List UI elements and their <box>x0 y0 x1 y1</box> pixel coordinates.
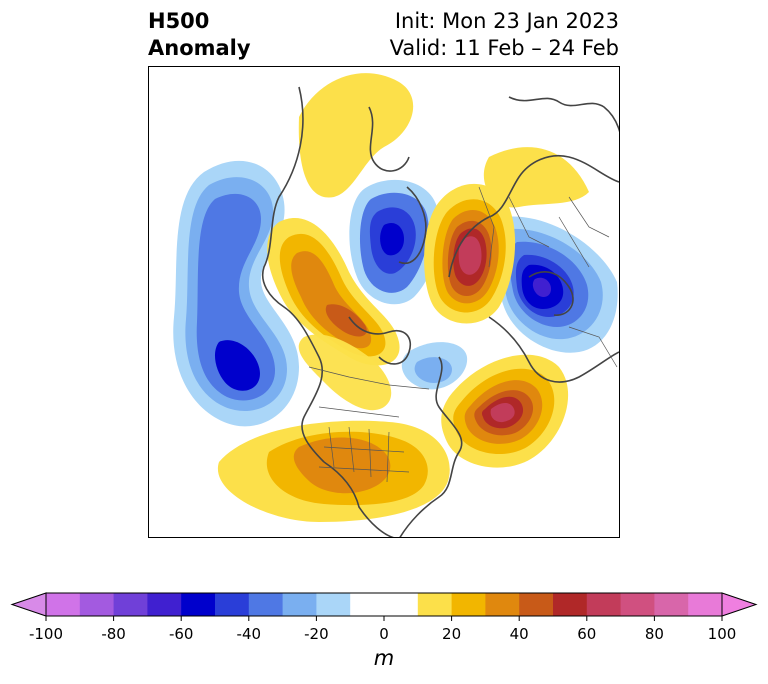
colorbar-segment <box>316 593 351 616</box>
colorbar-segment <box>147 593 182 616</box>
colorbar-segment <box>79 593 115 616</box>
colorbar-tick-label: 100 <box>708 625 737 643</box>
colorbar-segment <box>181 593 216 616</box>
colorbar: -100 -80 -60 -40 -20 0 20 40 60 80 100 <box>0 580 768 680</box>
canada-yellow <box>298 334 392 411</box>
colorbar-segment <box>654 593 689 616</box>
init-date: Init: Mon 23 Jan 2023 <box>394 9 619 33</box>
canada-low <box>349 179 440 305</box>
atlantic-ridge <box>441 354 569 468</box>
western-canada-ridge <box>267 218 400 366</box>
arctic-ridge <box>298 73 414 198</box>
colorbar-extend-low <box>10 592 47 617</box>
anomaly-map <box>148 66 620 538</box>
colorbar-segment <box>553 593 588 616</box>
chart-title: H500 Anomaly <box>148 8 251 62</box>
political-borders <box>308 186 618 483</box>
colorbar-segment <box>620 593 655 616</box>
colorbar-tick-label: -20 <box>304 625 329 643</box>
colorbar-tick-label: 40 <box>510 625 529 643</box>
colorbar-segment <box>519 593 554 616</box>
colorbar-canvas: -100 -80 -60 -40 -20 0 20 40 60 80 100 <box>10 592 758 643</box>
colorbar-segment <box>46 593 81 616</box>
colorbar-segment <box>586 593 622 616</box>
colorbar-segment <box>282 593 317 616</box>
colorbar-tick-label: 60 <box>577 625 596 643</box>
colorbar-segment <box>417 593 453 616</box>
colorbar-segment <box>485 593 520 616</box>
coastlines <box>262 86 619 537</box>
colorbar-tick-label: -60 <box>169 625 194 643</box>
colorbar-tick-label: -40 <box>237 625 262 643</box>
colorbar-tick-label: 0 <box>379 625 389 643</box>
colorbar-tick-label: 80 <box>645 625 664 643</box>
colorbar-segment <box>113 593 148 616</box>
title-line-1: H500 <box>148 9 210 33</box>
colorbar-segment <box>248 593 284 616</box>
colorbar-tick-label: -100 <box>29 625 63 643</box>
map-canvas <box>173 73 619 537</box>
colorbar-tick-label: 20 <box>442 625 461 643</box>
colorbar-units: m <box>373 646 395 670</box>
run-info: Init: Mon 23 Jan 2023 Valid: 11 Feb – 24… <box>390 8 619 62</box>
usa-ridge <box>217 420 450 522</box>
colorbar-segment <box>384 593 419 616</box>
north-pacific-trough <box>173 160 299 427</box>
colorbar-segment <box>350 593 385 616</box>
greenland-low <box>401 342 468 390</box>
colorbar-tick-label: -80 <box>101 625 126 643</box>
europe-low <box>494 216 618 353</box>
colorbar-segment <box>451 593 486 616</box>
scandinavia-ridge <box>424 183 516 324</box>
colorbar-segment <box>215 593 250 616</box>
title-line-2: Anomaly <box>148 36 251 60</box>
colorbar-extend-high <box>721 592 758 617</box>
valid-range: Valid: 11 Feb – 24 Feb <box>389 36 619 60</box>
colorbar-segment <box>688 593 723 616</box>
